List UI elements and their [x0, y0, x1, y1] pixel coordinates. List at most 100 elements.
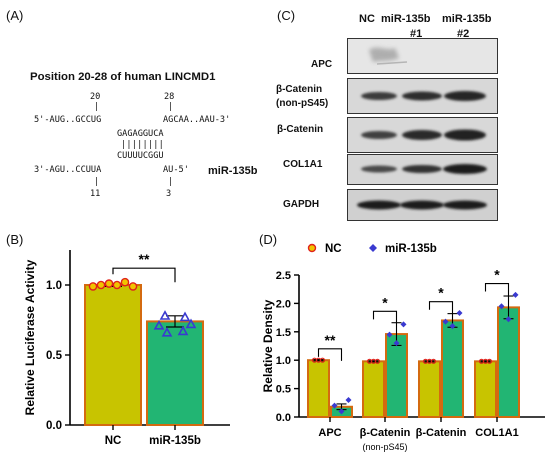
seq-bottom-left: 3'-AGU..CCUUA [34, 165, 102, 175]
seq-top-right: AGCAA..AAU-3' [163, 115, 231, 125]
seq-num-bottom-left: 11 [90, 189, 101, 199]
blot-strip-apc [347, 38, 498, 74]
blot-label-bcat-np-sub: (non-pS45) [276, 98, 329, 109]
x-tick-label: β-Catenin [360, 427, 411, 439]
y-tick-label: 2.0 [276, 298, 291, 310]
legend-label-nc: NC [325, 243, 342, 255]
y-axis-label: Relative Density [261, 299, 275, 392]
data-point-mir135b [161, 326, 173, 337]
legend-label-mir135b: miR-135b [385, 243, 437, 255]
panel-b-letter: (B) [6, 232, 24, 247]
x-tick-label: miR-135b [149, 435, 201, 447]
blot-label-col1a1: COL1A1 [283, 159, 323, 170]
seq-tick-bottom-right: | [168, 177, 174, 187]
panel-a-title: Position 20-28 of human LINCMD1 [30, 71, 216, 83]
significance-marker: * [438, 285, 444, 301]
significance-marker: * [494, 267, 500, 283]
legend-marker-nc [307, 243, 317, 253]
blot-strip-bcat-np [347, 78, 498, 114]
y-tick-label: 0.5 [276, 384, 291, 396]
blot-label-bcat-np: β-Catenin [276, 84, 323, 95]
data-point-nc [374, 358, 381, 364]
blot-header-mir2: miR-135b [442, 13, 492, 25]
panel-c-letter: (C) [277, 8, 296, 23]
blot-header-mir1: miR-135b [381, 13, 431, 25]
panel-d-letter: (D) [259, 232, 278, 247]
data-point-mir135b [512, 291, 519, 298]
significance-bracket [317, 348, 343, 361]
blot-header-sample2: #2 [457, 28, 470, 40]
data-point-mir135b [185, 318, 197, 329]
seq-tick-bottom-left: | [94, 177, 100, 187]
bar-nc [362, 360, 385, 418]
blot-header-nc: NC [359, 13, 375, 25]
bar-mir-135b [441, 319, 464, 418]
bar-nc [84, 284, 142, 426]
data-point-nc [319, 357, 326, 363]
seq-top-left: 5'-AUG..GCCUG [34, 115, 102, 125]
data-point-nc [112, 280, 122, 290]
legend-marker-mir135b [369, 244, 377, 252]
x-tick-label: COL1A1 [475, 427, 518, 439]
seq-bottom-right: AU-5' [163, 165, 189, 175]
data-point-mir135b [177, 325, 189, 336]
data-point-mir135b [505, 316, 512, 323]
data-point-nc [88, 282, 98, 291]
bar-nc [307, 359, 330, 418]
blot-header-sample1: #1 [410, 28, 423, 40]
data-point-mir135b [331, 402, 338, 409]
seq-mid-top: GAGAGGUCA [117, 129, 164, 139]
blot-strip-col1a1 [347, 154, 498, 185]
y-tick-label: 1.5 [276, 327, 291, 339]
chart-legend: NC miR-135b [307, 243, 437, 255]
bar-mir-135b [146, 320, 204, 426]
x-tick-label: β-Catenin [416, 427, 467, 439]
bar-mir-135b [385, 333, 408, 418]
data-point-nc [486, 358, 493, 364]
data-point-mir135b [345, 396, 352, 403]
y-tick-label: 0.0 [276, 412, 291, 424]
data-point-mir135b [456, 310, 463, 317]
data-point-mir135b [153, 319, 165, 330]
y-tick-label: 1.0 [46, 280, 62, 292]
data-point-mir135b [498, 303, 505, 310]
seq-num-bottom-right: 3 [166, 189, 172, 199]
data-point-nc [104, 279, 114, 288]
bar-nc [474, 360, 497, 418]
data-point-mir135b [393, 340, 400, 347]
data-point-nc [128, 282, 138, 291]
data-point-mir135b [442, 318, 449, 325]
seq-num-top-right: 28 [164, 92, 175, 102]
x-tick-sublabel: (non-pS45) [362, 442, 407, 452]
data-point-nc [430, 358, 437, 364]
blot-label-bcat: β-Catenin [277, 124, 324, 135]
y-axis-label: Relative Luciferase Activity [23, 259, 37, 415]
blot-label-apc: APC [311, 59, 333, 70]
bar-mir-135b [497, 306, 520, 418]
significance-bracket [484, 282, 510, 296]
y-tick-label: 1.0 [276, 355, 291, 367]
seq-num-top-left: 20 [90, 92, 101, 102]
blot-strip-gapdh [347, 189, 498, 221]
data-point-nc [96, 280, 106, 290]
mirna-label: miR-135b [208, 165, 258, 177]
significance-marker: ** [139, 251, 150, 267]
blot-strip-bcat [347, 117, 498, 153]
data-point-mir135b [400, 321, 407, 328]
seq-tick-top-left: | [94, 102, 100, 112]
significance-marker: ** [325, 332, 336, 348]
y-tick-label: 0.0 [46, 420, 62, 432]
significance-bracket [428, 301, 454, 314]
y-tick-label: 0.5 [46, 350, 63, 362]
western-blot-image [347, 38, 498, 221]
seq-tick-top-right: | [168, 102, 174, 112]
significance-bracket [112, 267, 176, 283]
luciferase-bar-chart: 0.0 0.5 1.0 Relative Luciferase Activity NC m… [23, 250, 230, 447]
x-tick-label: APC [318, 427, 341, 439]
relative-density-bar-chart: 0.0 0.5 1.0 1.5 2.0 2.5 Relative Density NC miR-… [261, 243, 545, 452]
seq-pair-bars: |||||||| [121, 140, 164, 150]
data-point-mir135b [179, 311, 191, 322]
data-point-mir135b [449, 323, 456, 330]
significance-marker: * [382, 294, 388, 310]
data-point-mir135b [386, 331, 393, 338]
